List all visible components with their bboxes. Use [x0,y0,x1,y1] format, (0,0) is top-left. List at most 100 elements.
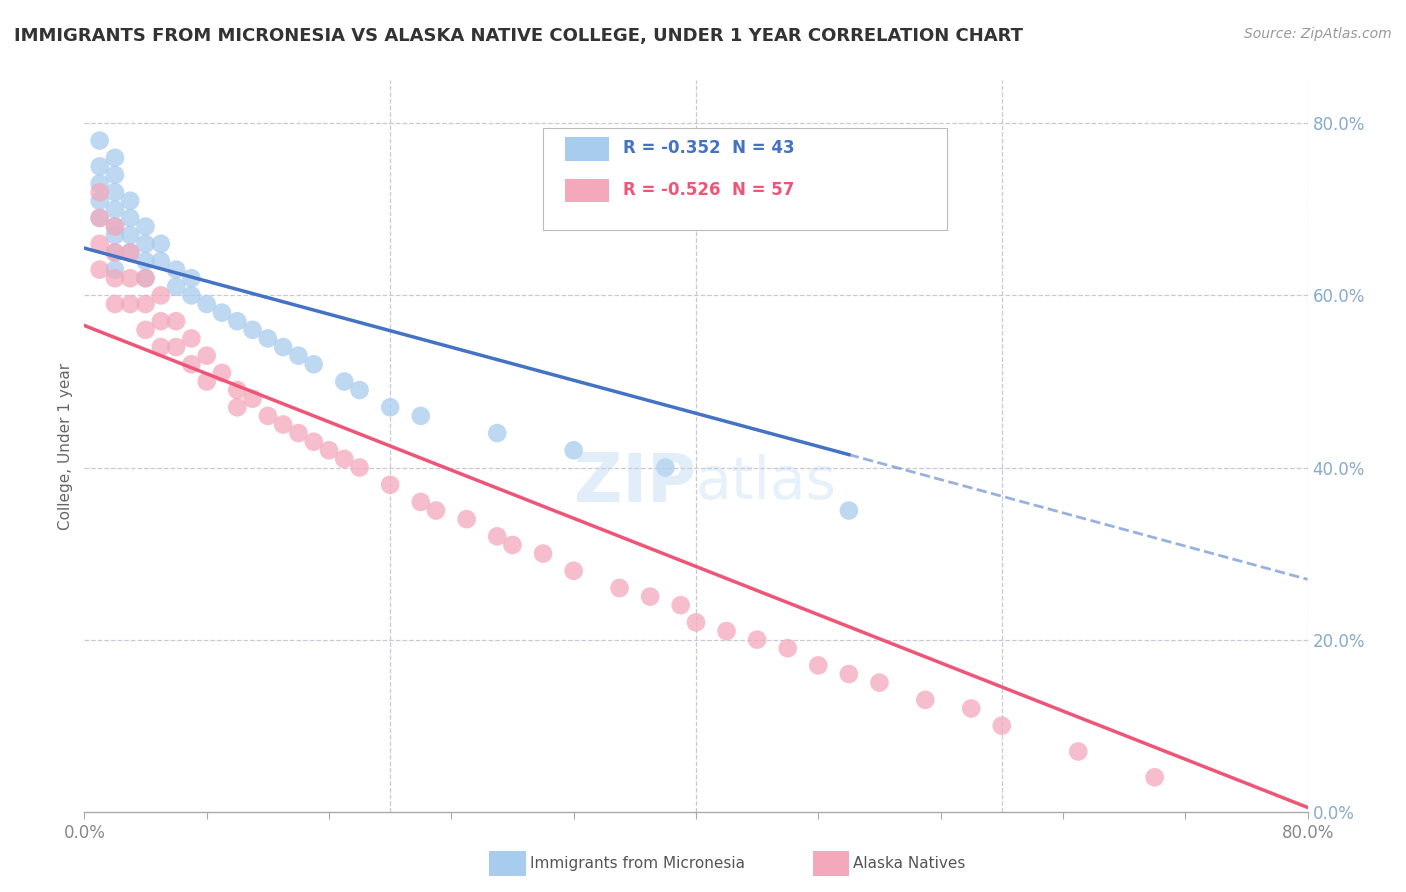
Point [89,211,111,225]
Point [1143,770,1166,784]
Point [242,392,264,406]
Point [257,331,280,345]
Point [89,185,111,199]
Point [776,641,799,656]
Point [89,236,111,251]
Point [914,693,936,707]
Point [869,675,891,690]
Y-axis label: College, Under 1 year: College, Under 1 year [58,362,73,530]
Point [120,228,142,243]
FancyBboxPatch shape [565,137,609,161]
Point [120,245,142,260]
Point [135,236,157,251]
Point [838,503,860,517]
Point [302,434,325,449]
Point [562,443,585,458]
Point [747,632,769,647]
Point [104,245,127,260]
Point [349,383,371,397]
Text: R = -0.526  N = 57: R = -0.526 N = 57 [623,181,794,199]
Point [960,701,983,715]
Point [120,271,142,285]
Point [89,159,111,173]
Point [271,417,294,432]
Point [349,460,371,475]
Text: atlas: atlas [696,454,837,511]
Text: R = -0.352  N = 43: R = -0.352 N = 43 [623,139,794,157]
Point [104,297,127,311]
Point [456,512,478,526]
Point [165,340,187,354]
Point [135,254,157,268]
Point [991,719,1014,733]
Point [120,245,142,260]
Point [89,177,111,191]
Point [409,409,432,423]
Point [486,426,509,441]
Point [562,564,585,578]
Point [104,219,127,234]
Point [333,451,356,466]
Point [486,529,509,543]
Point [685,615,707,630]
Point [380,477,402,491]
Point [287,349,309,363]
Point [165,280,187,294]
Point [669,598,692,612]
Point [195,349,218,363]
Point [135,271,157,285]
Point [165,314,187,328]
Point [149,254,172,268]
Point [135,219,157,234]
Text: Immigrants from Micronesia: Immigrants from Micronesia [530,856,745,871]
Point [180,331,202,345]
Point [654,460,676,475]
Point [149,288,172,302]
Point [609,581,631,595]
Point [226,401,249,415]
Point [318,443,340,458]
FancyBboxPatch shape [543,128,946,230]
Point [180,271,202,285]
Point [638,590,661,604]
Point [333,375,356,389]
Point [104,202,127,217]
Point [120,297,142,311]
Text: IMMIGRANTS FROM MICRONESIA VS ALASKA NATIVE COLLEGE, UNDER 1 YEAR CORRELATION CH: IMMIGRANTS FROM MICRONESIA VS ALASKA NAT… [14,27,1024,45]
Point [104,219,127,234]
Point [716,624,738,638]
Point [242,323,264,337]
Text: ZIP: ZIP [574,450,696,516]
Point [120,194,142,208]
Point [838,667,860,681]
Point [211,305,233,319]
Text: Source: ZipAtlas.com: Source: ZipAtlas.com [1244,27,1392,41]
Point [380,401,402,415]
Text: Alaska Natives: Alaska Natives [853,856,966,871]
Point [104,271,127,285]
Point [104,245,127,260]
Point [89,134,111,148]
Point [287,426,309,441]
Point [807,658,830,673]
Point [120,211,142,225]
FancyBboxPatch shape [565,179,609,202]
Point [531,547,554,561]
Point [180,288,202,302]
Point [149,314,172,328]
Point [135,271,157,285]
Point [89,194,111,208]
Point [104,228,127,243]
Point [165,262,187,277]
Point [226,314,249,328]
Point [425,503,447,517]
Point [409,495,432,509]
Point [211,366,233,380]
Point [104,151,127,165]
Point [104,185,127,199]
Point [302,357,325,371]
Point [104,168,127,182]
Point [135,297,157,311]
Point [104,262,127,277]
Point [89,262,111,277]
